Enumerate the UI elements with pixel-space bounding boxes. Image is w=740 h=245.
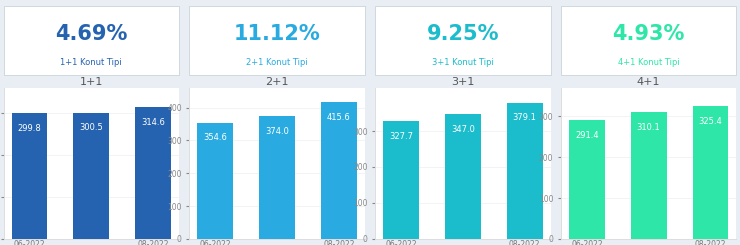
Text: 347.0: 347.0: [451, 125, 475, 134]
Text: 300.5: 300.5: [79, 123, 103, 133]
Text: 11.12%: 11.12%: [234, 24, 320, 44]
Bar: [73, 113, 110, 239]
Bar: [135, 107, 171, 239]
Text: 327.7: 327.7: [389, 132, 413, 141]
Bar: [321, 102, 357, 239]
Text: 299.8: 299.8: [18, 124, 41, 133]
Bar: [507, 103, 542, 239]
Text: 291.4: 291.4: [575, 131, 599, 140]
Title: 4+1: 4+1: [637, 77, 660, 87]
Text: 2+1 Konut Tipi: 2+1 Konut Tipi: [246, 58, 308, 67]
Bar: [259, 116, 295, 239]
Bar: [198, 122, 233, 239]
Text: 1+1 Konut Tipi: 1+1 Konut Tipi: [61, 58, 122, 67]
Text: 325.4: 325.4: [699, 117, 722, 126]
Title: 3+1: 3+1: [451, 77, 474, 87]
Text: 3+1 Konut Tipi: 3+1 Konut Tipi: [432, 58, 494, 67]
Text: 310.1: 310.1: [637, 123, 661, 132]
Text: 374.0: 374.0: [265, 127, 289, 136]
Text: 354.6: 354.6: [204, 133, 227, 142]
Title: 2+1: 2+1: [266, 77, 289, 87]
Bar: [569, 120, 605, 239]
Text: 9.25%: 9.25%: [427, 24, 500, 44]
Bar: [12, 113, 47, 239]
Text: 4.69%: 4.69%: [56, 24, 127, 44]
Bar: [630, 112, 667, 239]
Text: 379.1: 379.1: [513, 113, 536, 122]
Text: 4.93%: 4.93%: [613, 24, 684, 44]
Text: 4+1 Konut Tipi: 4+1 Konut Tipi: [618, 58, 679, 67]
Bar: [445, 114, 481, 239]
Text: 314.6: 314.6: [141, 118, 165, 126]
Bar: [383, 121, 419, 239]
Bar: [693, 106, 728, 239]
Title: 1+1: 1+1: [80, 77, 103, 87]
Text: 415.6: 415.6: [327, 113, 351, 122]
